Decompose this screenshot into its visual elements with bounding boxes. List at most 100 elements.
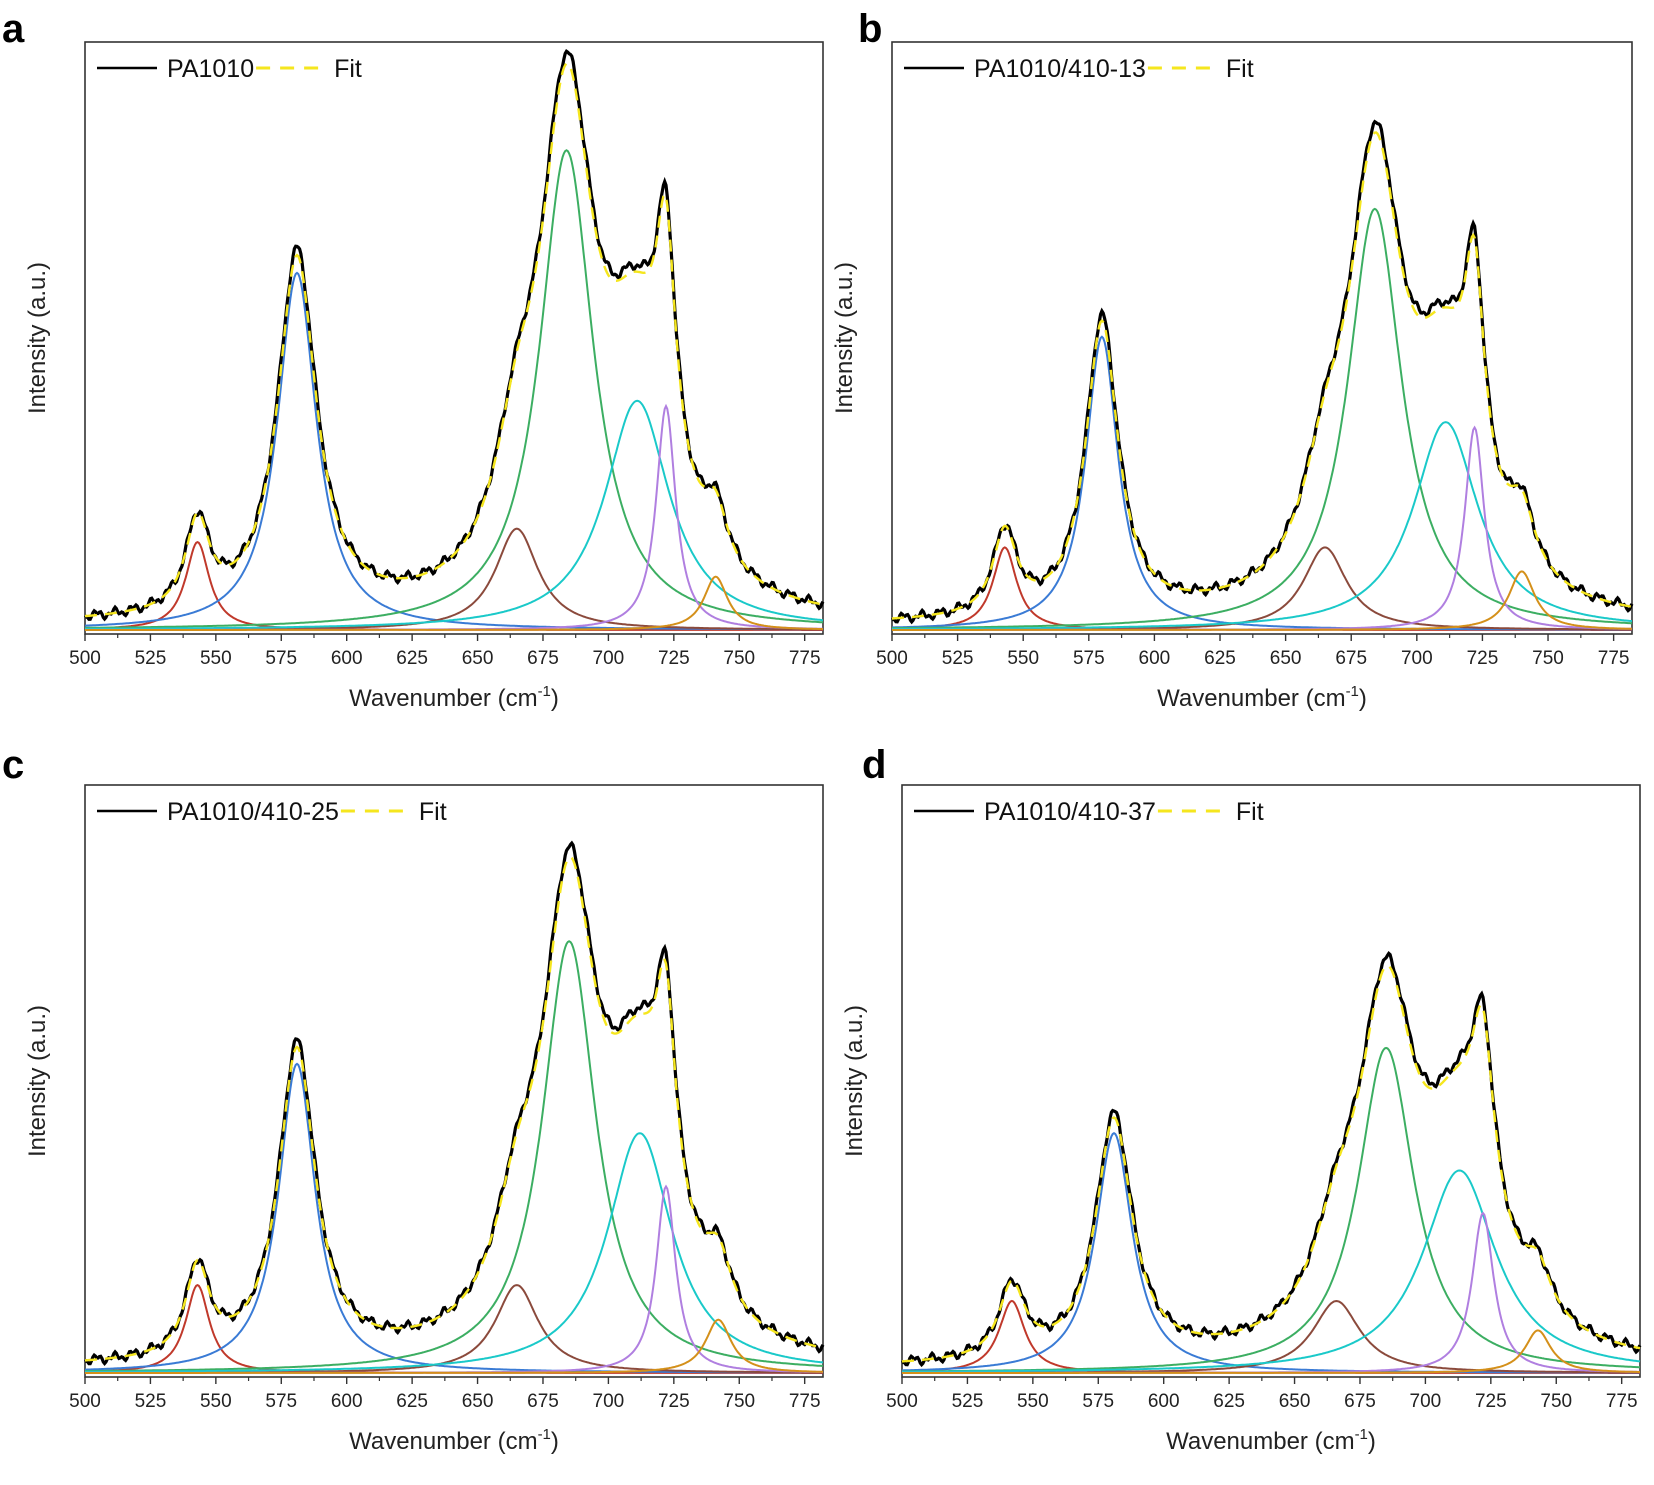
x-tick-label: 625 — [1213, 1391, 1245, 1412]
x-tick-label: 525 — [942, 648, 974, 669]
series-experimental — [901, 950, 1642, 1368]
component-peak-740 — [892, 570, 1632, 631]
x-axis-title-superscript: -1 — [1346, 683, 1359, 700]
component-peak-685 — [85, 940, 823, 1372]
plot-frame — [891, 41, 1633, 635]
series-experimental — [84, 840, 825, 1366]
panel-letter: b — [858, 7, 882, 51]
x-tick-label: 550 — [200, 1391, 232, 1412]
x-tick-label: 750 — [1540, 1391, 1572, 1412]
x-tick-label: 500 — [876, 648, 908, 669]
component-peak-684 — [892, 207, 1633, 630]
series-fit — [901, 964, 1641, 1363]
x-tick-label: 500 — [886, 1391, 918, 1412]
x-tick-label: 700 — [593, 648, 625, 669]
x-tick-label: 550 — [1017, 1391, 1049, 1412]
y-axis-title: Intensity (a.u.) — [841, 1005, 868, 1157]
x-tick-label: 775 — [1598, 648, 1630, 669]
x-tick-label: 650 — [462, 1391, 494, 1412]
x-tick-label: 575 — [265, 648, 297, 669]
x-tick-label: 525 — [952, 1391, 984, 1412]
legend-label-experimental: PA1010 — [167, 55, 254, 83]
component-peak-711 — [85, 399, 824, 630]
x-axis-title: Wavenumber (cm-1) — [349, 683, 559, 712]
x-tick-label: 700 — [1410, 1391, 1442, 1412]
series-fit — [891, 131, 1633, 620]
x-axis-title-superscript: -1 — [1355, 1426, 1368, 1443]
component-peak-722 — [902, 1211, 1640, 1374]
panel-letter: d — [862, 743, 886, 787]
x-tick-label: 625 — [1204, 648, 1236, 669]
x-tick-label: 525 — [135, 1391, 167, 1412]
x-tick-label: 725 — [658, 648, 690, 669]
series-experimental — [83, 49, 825, 622]
x-axis-title-close: ) — [1368, 1428, 1376, 1455]
legend-label-fit: Fit — [334, 55, 362, 83]
x-tick-label: 650 — [1279, 1391, 1311, 1412]
x-axis-title-close: ) — [551, 1428, 559, 1455]
x-tick-label: 550 — [200, 648, 232, 669]
x-tick-label: 675 — [1335, 648, 1367, 669]
x-tick-label: 600 — [331, 1391, 363, 1412]
panel-b: b 500 525 550 575 600 625 650 675 700 725 750 775 Wav… — [831, 7, 1634, 712]
x-axis-title: Wavenumber (cm-1) — [1157, 683, 1367, 712]
x-tick-label: 725 — [1475, 1391, 1507, 1412]
x-tick-label: 575 — [1073, 648, 1105, 669]
x-tick-label: 750 — [723, 1391, 755, 1412]
plot-frame — [84, 41, 824, 635]
x-axis-title-text: Wavenumber (cm — [349, 1428, 537, 1455]
x-axis-title-superscript: -1 — [538, 1426, 551, 1443]
x-tick-label: 650 — [462, 648, 494, 669]
component-peak-742 — [85, 1318, 823, 1374]
x-tick-label: 675 — [1344, 1391, 1376, 1412]
component-peak-722 — [85, 403, 823, 631]
x-tick-label: 625 — [396, 1391, 428, 1412]
legend-label-fit: Fit — [1226, 55, 1254, 83]
component-peak-581 — [902, 1132, 1640, 1374]
x-axis-title-superscript: -1 — [538, 683, 551, 700]
y-axis-title: Intensity (a.u.) — [24, 1005, 51, 1157]
panel-c: c 500 525 550 575 600 625 650 675 700 725 750 775 Wav… — [2, 743, 825, 1455]
component-peak-712 — [85, 1132, 824, 1373]
panel-letter: c — [2, 743, 24, 787]
legend-label-experimental: PA1010/410-25 — [167, 798, 339, 826]
legend-label-fit: Fit — [1236, 798, 1264, 826]
y-axis-title: Intensity (a.u.) — [831, 262, 858, 414]
component-peak-684 — [85, 149, 824, 629]
x-tick-label: 600 — [331, 648, 363, 669]
x-axis-title-close: ) — [551, 685, 559, 712]
x-tick-label: 725 — [1467, 648, 1499, 669]
plot-frame — [901, 784, 1641, 1378]
panel-a: a 500 525 550 575 600 625 650 675 700 725 750 775 Wav… — [2, 7, 825, 712]
x-axis-title-close: ) — [1359, 685, 1367, 712]
component-peak-685 — [902, 1046, 1641, 1373]
panel-d: d 500 525 550 575 600 625 650 675 700 725 750 775 Wav… — [841, 743, 1642, 1455]
x-axis-title: Wavenumber (cm-1) — [1166, 1426, 1376, 1455]
plot-frame — [84, 784, 824, 1378]
series-fit — [84, 855, 824, 1362]
x-tick-label: 600 — [1148, 1391, 1180, 1412]
x-tick-label: 775 — [789, 1391, 821, 1412]
x-tick-label: 625 — [396, 648, 428, 669]
component-peak-713 — [902, 1169, 1641, 1373]
x-tick-label: 500 — [69, 1391, 101, 1412]
series-fit — [84, 62, 824, 618]
x-tick-label: 750 — [1532, 648, 1564, 669]
series-experimental — [891, 119, 1634, 625]
x-tick-label: 650 — [1270, 648, 1302, 669]
x-axis-title-text: Wavenumber (cm — [1166, 1428, 1354, 1455]
x-tick-label: 750 — [723, 648, 755, 669]
component-peak-743 — [902, 1329, 1640, 1374]
x-axis-title: Wavenumber (cm-1) — [349, 1426, 559, 1455]
legend-label-experimental: PA1010/410-13 — [974, 55, 1146, 83]
legend-label-fit: Fit — [419, 798, 447, 826]
panel-letter: a — [2, 7, 25, 51]
x-tick-label: 575 — [265, 1391, 297, 1412]
x-tick-label: 675 — [527, 648, 559, 669]
x-tick-label: 775 — [1606, 1391, 1638, 1412]
x-tick-label: 675 — [527, 1391, 559, 1412]
legend-label-experimental: PA1010/410-37 — [984, 798, 1156, 826]
x-axis-title-text: Wavenumber (cm — [349, 685, 537, 712]
component-peak-711 — [891, 421, 1633, 630]
